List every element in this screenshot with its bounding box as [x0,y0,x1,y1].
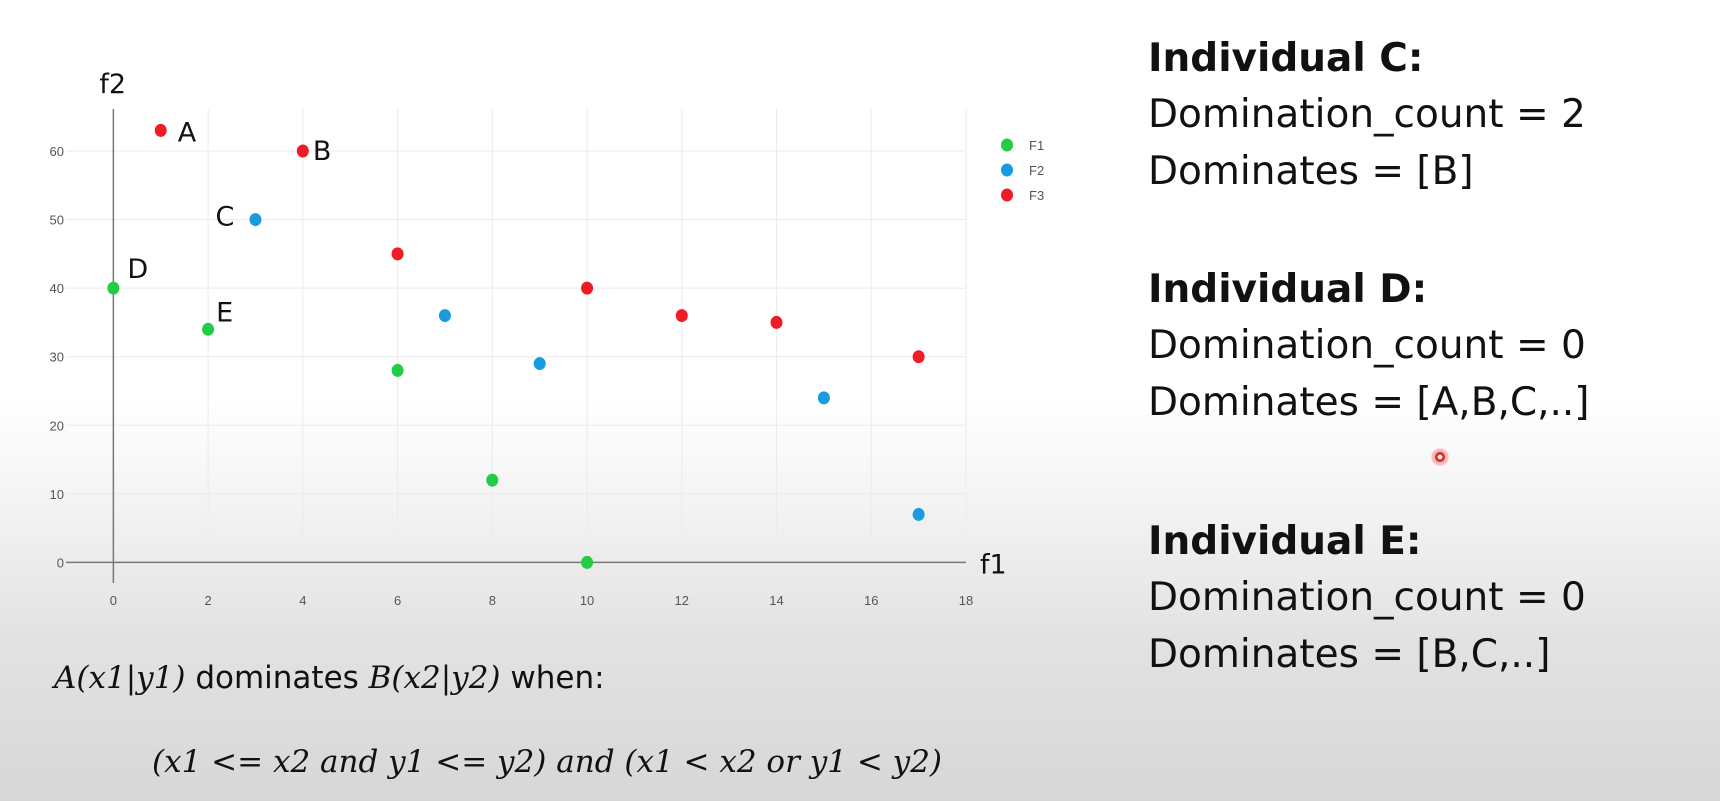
data-point-f2 [249,213,262,227]
individual-e-panel: Individual E: Domination_count = 0 Domin… [1148,515,1586,683]
y-tick-label: 40 [50,281,64,296]
point-label-b: B [313,136,332,167]
individual-d-panel: Individual D: Domination_count = 0 Domin… [1148,263,1590,431]
point-label-c: C [215,202,234,233]
panel-title: Individual D: [1148,267,1428,312]
panel-title: Individual E: [1148,519,1422,564]
data-points [107,123,925,569]
when-word: when: [500,660,605,696]
dominates-word: dominates [185,660,369,696]
data-point-f3 [391,247,404,261]
x-tick-label: 12 [675,593,689,608]
point-label-d: D [127,254,148,285]
y-tick-label: 50 [50,213,64,228]
dominates-list: Dominates = [B] [1148,149,1474,194]
y-tick-label: 30 [50,350,64,365]
legend-label-f2: F2 [1029,163,1044,178]
point-label-a: A [178,117,197,148]
data-point-f2 [817,391,830,405]
data-point-f2 [438,309,451,323]
dominates-list: Dominates = [A,B,C,..] [1148,380,1590,425]
cursor-highlight-icon [1431,448,1449,466]
dominance-condition: (x1 <= x2 and y1 <= y2) and (x1 < x2 or … [152,744,942,780]
data-point-f2 [912,507,925,521]
legend-marker-f2 [1001,163,1013,177]
panel-title: Individual C: [1148,36,1424,81]
data-point-f1 [107,281,120,295]
y-tick-label: 0 [57,555,64,570]
domination-count: Domination_count = 0 [1148,323,1586,368]
x-tick-label: 16 [864,593,878,608]
data-point-f3 [770,315,783,329]
x-tick-label: 0 [110,593,117,608]
legend: F1 F2 F3 [1001,138,1044,203]
y-tick-label: 10 [50,487,64,502]
legend-label-f1: F1 [1029,138,1044,153]
x-tick-label: 2 [204,593,211,608]
domination-count: Domination_count = 2 [1148,92,1586,137]
individual-c-panel: Individual C: Domination_count = 2 Domin… [1148,32,1586,200]
data-point-f3 [581,281,594,295]
data-point-f1 [202,322,215,336]
data-point-f3 [912,350,925,364]
condition-formula: (x1 <= x2 and y1 <= y2) and (x1 < x2 or … [152,744,943,780]
domination-count: Domination_count = 0 [1148,575,1586,620]
x-tick-label: 14 [769,593,783,608]
y-axis-title: f2 [99,69,126,100]
data-point-f1 [581,555,594,569]
legend-marker-f3 [1001,188,1013,202]
y-tick-label: 20 [50,418,64,433]
a-term: A(x1|y1) [54,660,186,696]
x-axis-title: f1 [980,549,1007,580]
x-tick-label: 8 [489,593,496,608]
dominance-definition: A(x1|y1) dominates B(x2|y2) when: [54,660,605,696]
point-annotations: A B C D E [127,117,331,328]
x-tick-label: 4 [299,593,306,608]
grid-lines [66,109,967,583]
x-tick-label: 10 [580,593,594,608]
y-tick-label: 60 [50,144,64,159]
axes [66,109,966,583]
data-point-f2 [533,357,546,371]
data-point-f3 [296,144,309,158]
data-point-f1 [486,473,499,487]
data-point-f3 [154,123,167,137]
legend-marker-f1 [1001,138,1013,152]
tick-labels: 0 2 4 6 8 10 12 14 16 18 0 10 20 30 40 50 60 [50,144,974,608]
x-tick-label: 6 [394,593,401,608]
legend-label-f3: F3 [1029,188,1044,203]
data-point-f1 [391,363,404,377]
data-point-f3 [675,309,688,323]
x-tick-label: 18 [959,593,973,608]
b-term: B(x2|y2) [368,660,501,696]
dominates-list: Dominates = [B,C,..] [1148,632,1551,677]
point-label-e: E [216,297,233,328]
